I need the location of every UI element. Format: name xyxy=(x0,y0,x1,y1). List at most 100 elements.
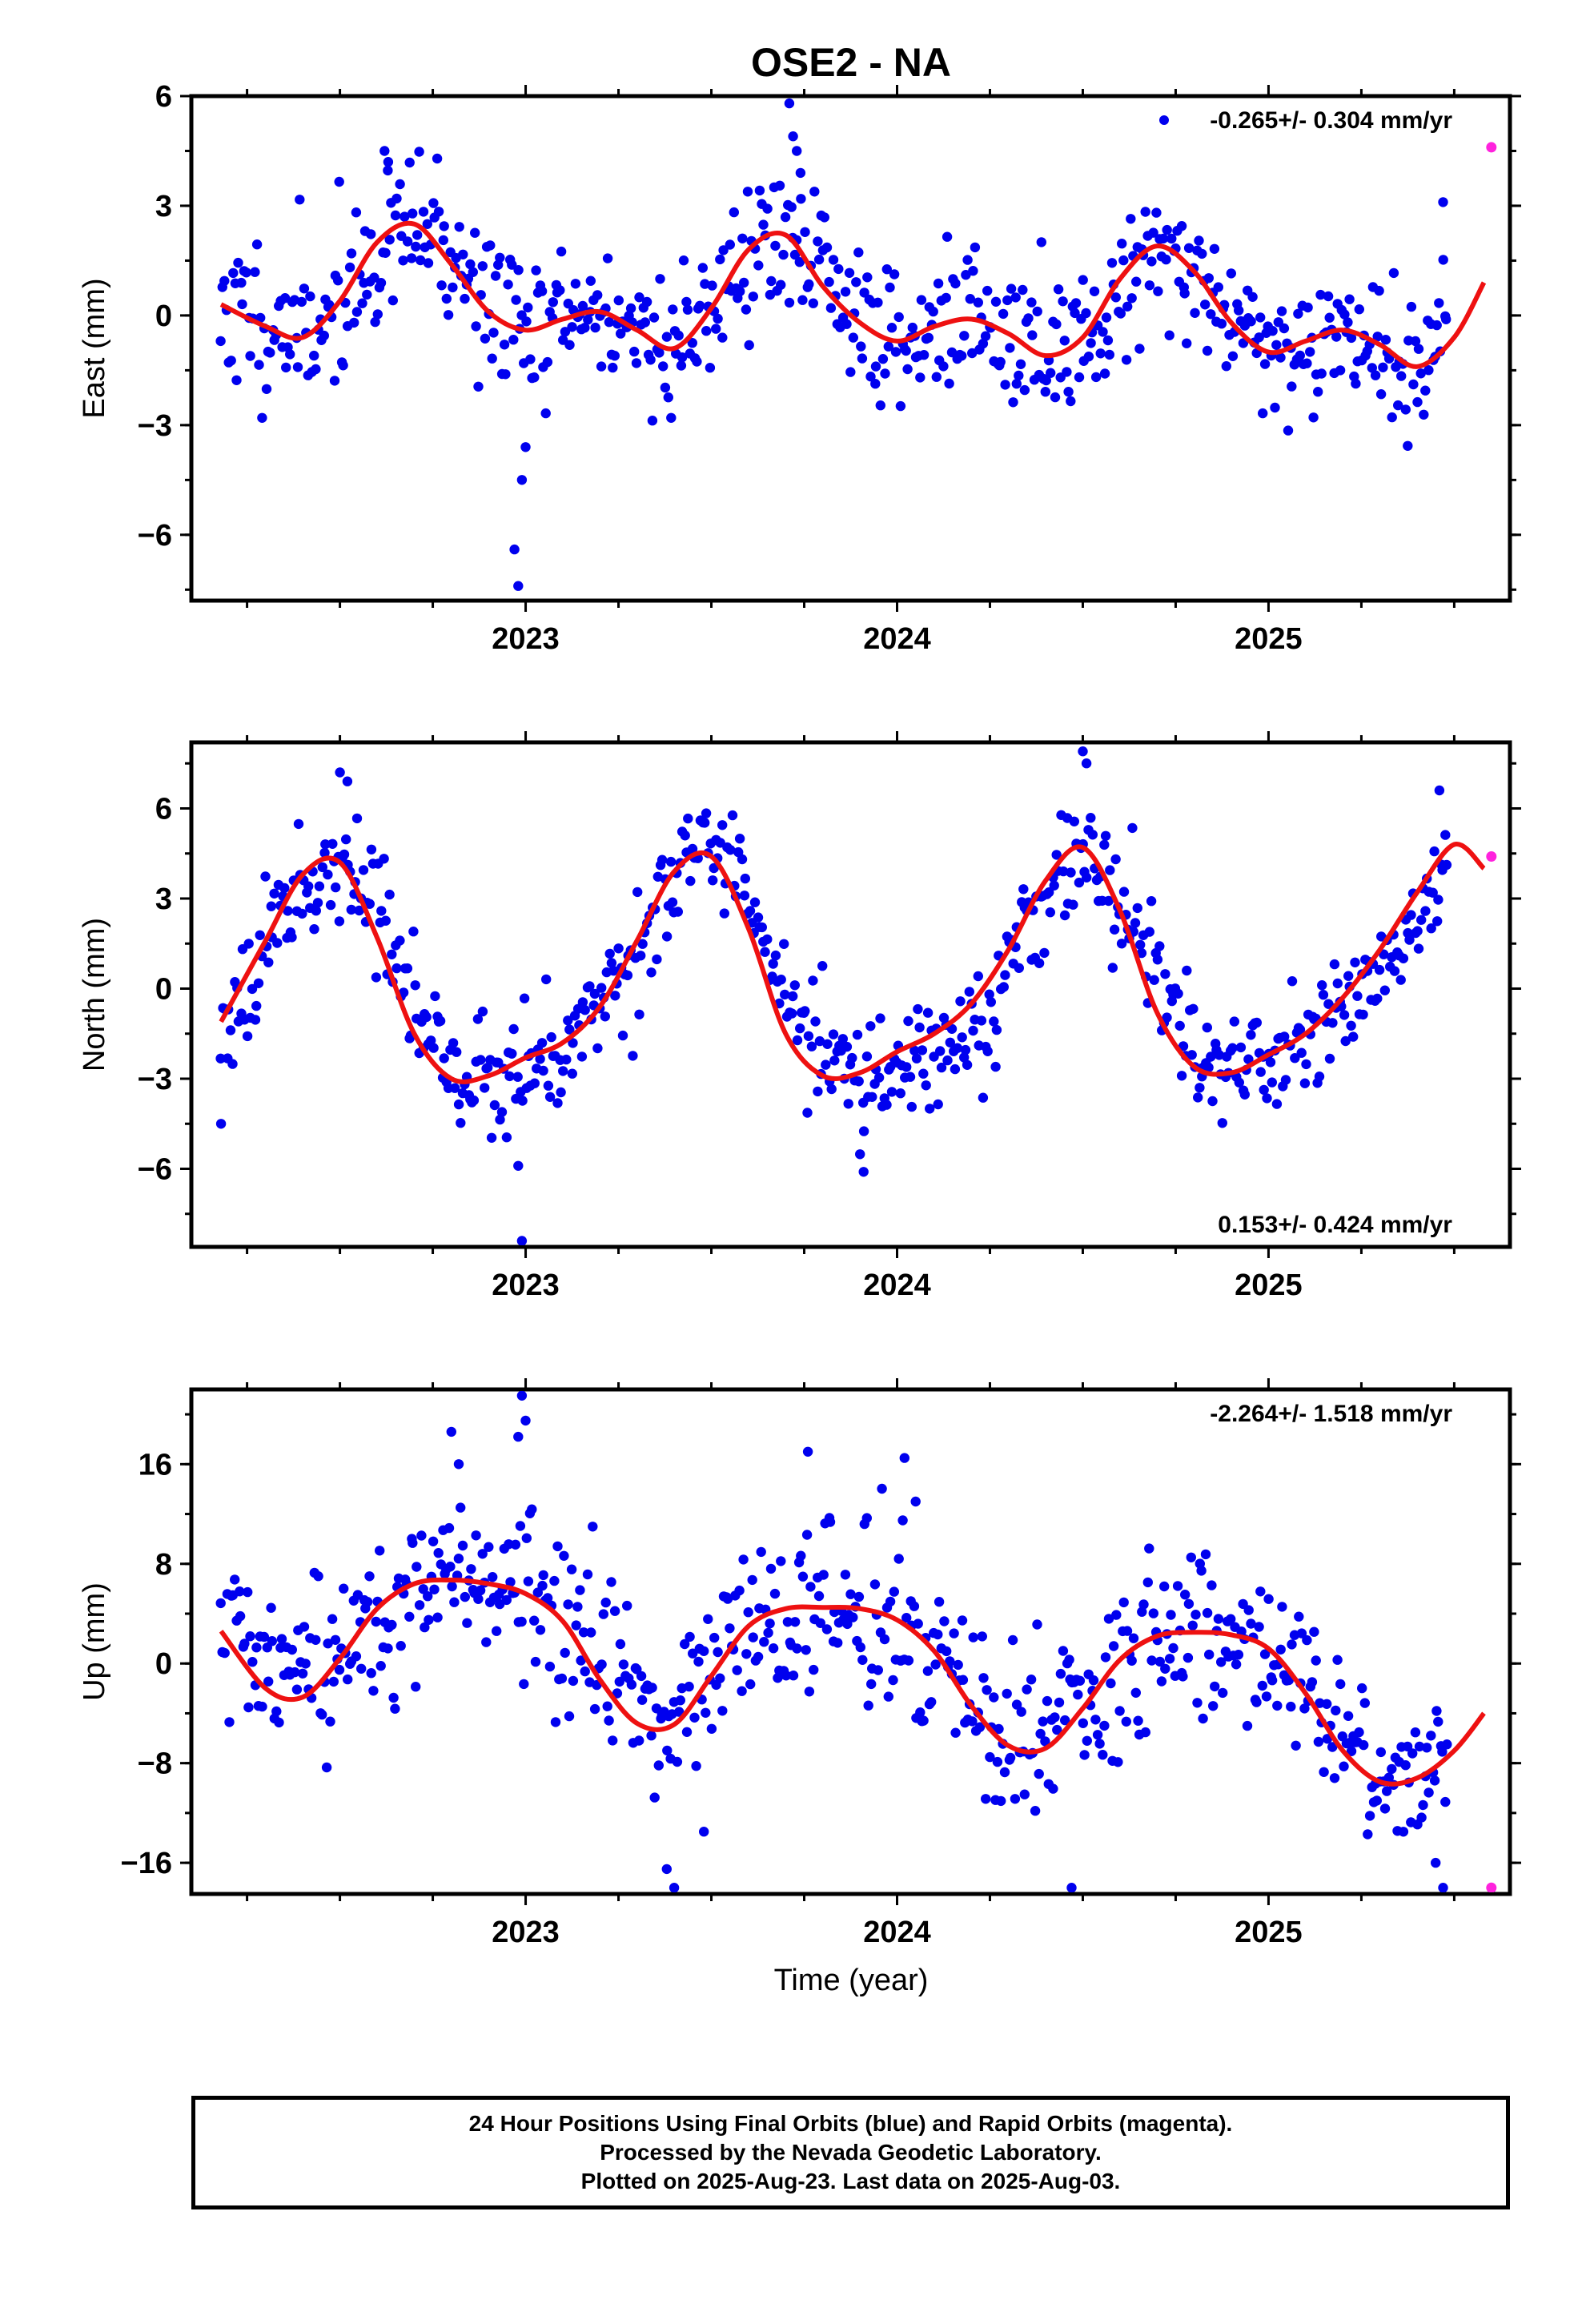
final-orbit-point xyxy=(1378,362,1388,372)
final-orbit-point xyxy=(1210,1681,1220,1692)
final-orbit-point xyxy=(1413,344,1424,354)
final-orbit-point xyxy=(699,1646,709,1656)
rapid-orbit-point xyxy=(1486,142,1497,153)
final-orbit-point xyxy=(1130,918,1141,928)
final-orbit-point xyxy=(622,970,633,981)
final-orbit-point xyxy=(776,975,786,985)
final-orbit-point xyxy=(845,367,856,377)
final-orbit-point xyxy=(600,1597,611,1608)
final-orbit-point xyxy=(303,881,314,891)
final-orbit-point xyxy=(888,1675,898,1686)
final-orbit-point xyxy=(1078,1718,1089,1728)
final-orbit-point xyxy=(1359,1698,1371,1708)
final-orbit-point xyxy=(416,1530,427,1541)
caption-line-1: 24 Hour Positions Using Final Orbits (bl… xyxy=(468,2111,1233,2136)
final-orbit-point xyxy=(843,1099,853,1109)
final-orbit-point xyxy=(255,930,265,941)
final-orbit-point xyxy=(1186,1552,1197,1563)
velocity-label: -2.264+/- 1.518 mm/yr xyxy=(1210,1401,1452,1427)
y-tick-label: 6 xyxy=(155,793,172,826)
final-orbit-point xyxy=(848,332,859,343)
final-orbit-point xyxy=(1103,895,1114,907)
final-orbit-point xyxy=(962,255,973,265)
final-orbit-point xyxy=(400,211,410,222)
final-orbit-point xyxy=(1221,361,1232,372)
final-orbit-point xyxy=(512,1072,523,1082)
final-orbit-point xyxy=(986,997,997,1007)
final-orbit-point xyxy=(763,1627,773,1638)
final-orbit-point xyxy=(299,1622,310,1632)
final-orbit-point xyxy=(1388,267,1399,279)
final-orbit-point xyxy=(1400,404,1411,415)
final-orbit-point xyxy=(1246,316,1256,327)
final-orbit-point xyxy=(877,354,889,364)
final-orbit-point xyxy=(933,278,944,289)
final-orbit-point xyxy=(982,1046,993,1057)
final-orbit-point xyxy=(1102,335,1114,346)
final-orbit-point xyxy=(507,259,517,270)
final-orbit-point xyxy=(1380,335,1391,345)
final-orbit-point xyxy=(466,1564,476,1574)
final-orbit-point xyxy=(1011,379,1022,389)
final-orbit-point xyxy=(253,978,264,989)
final-orbit-point xyxy=(865,1021,876,1031)
final-orbit-point xyxy=(784,98,795,109)
y-tick-label: 3 xyxy=(155,883,172,916)
final-orbit-point xyxy=(701,326,712,336)
final-orbit-point xyxy=(1203,1062,1214,1073)
final-orbit-point xyxy=(1242,1720,1253,1731)
final-orbit-point xyxy=(589,1703,600,1715)
final-orbit-point xyxy=(1352,991,1363,1001)
final-orbit-point xyxy=(387,295,398,306)
final-orbit-point xyxy=(974,1722,986,1732)
final-orbit-point xyxy=(1144,280,1155,291)
final-orbit-point xyxy=(681,296,692,308)
final-orbit-point xyxy=(230,1574,240,1585)
final-orbit-point xyxy=(1052,1724,1062,1735)
final-orbit-point xyxy=(508,335,519,345)
final-orbit-point xyxy=(1149,975,1159,985)
final-orbit-point xyxy=(1070,308,1080,319)
final-orbit-point xyxy=(328,1676,339,1687)
final-orbit-point xyxy=(1002,295,1013,306)
final-orbit-point xyxy=(842,1618,853,1630)
final-orbit-point xyxy=(351,813,363,824)
final-orbit-point xyxy=(507,1048,517,1059)
final-orbit-point xyxy=(398,255,408,266)
final-orbit-point xyxy=(739,277,749,288)
final-orbit-point xyxy=(509,544,520,555)
final-orbit-point xyxy=(1183,243,1195,253)
final-orbit-point xyxy=(889,269,900,279)
final-orbit-point xyxy=(853,247,864,258)
final-orbit-point xyxy=(859,287,869,298)
final-orbit-point xyxy=(962,1059,973,1071)
final-orbit-point xyxy=(391,193,402,204)
final-orbit-point xyxy=(1375,1747,1387,1758)
final-orbit-point xyxy=(309,350,319,361)
final-orbit-point xyxy=(1431,1857,1441,1868)
final-orbit-point xyxy=(998,982,1010,992)
final-orbit-point xyxy=(567,1068,577,1079)
final-orbit-point xyxy=(1035,1728,1046,1739)
final-orbit-point xyxy=(1087,830,1098,840)
final-orbit-point xyxy=(990,1061,1001,1072)
final-orbit-point xyxy=(486,1132,497,1144)
final-orbit-point xyxy=(1299,1078,1311,1088)
final-orbit-point xyxy=(513,265,524,275)
final-orbit-point xyxy=(242,1031,253,1042)
final-orbit-point xyxy=(1343,317,1353,328)
final-orbit-point xyxy=(946,1023,958,1035)
final-orbit-point xyxy=(596,361,607,372)
final-orbit-point xyxy=(1416,915,1427,925)
final-orbit-point xyxy=(792,146,802,156)
final-orbit-point xyxy=(542,1593,553,1603)
final-orbit-point xyxy=(375,1546,385,1556)
final-orbit-point xyxy=(938,361,949,372)
final-orbit-point xyxy=(1126,293,1137,304)
final-orbit-point xyxy=(1335,365,1346,376)
final-orbit-point xyxy=(609,1606,620,1616)
final-orbit-point xyxy=(568,1675,579,1687)
final-orbit-point xyxy=(266,901,276,911)
final-orbit-point xyxy=(490,271,501,281)
final-orbit-point xyxy=(600,1011,610,1022)
